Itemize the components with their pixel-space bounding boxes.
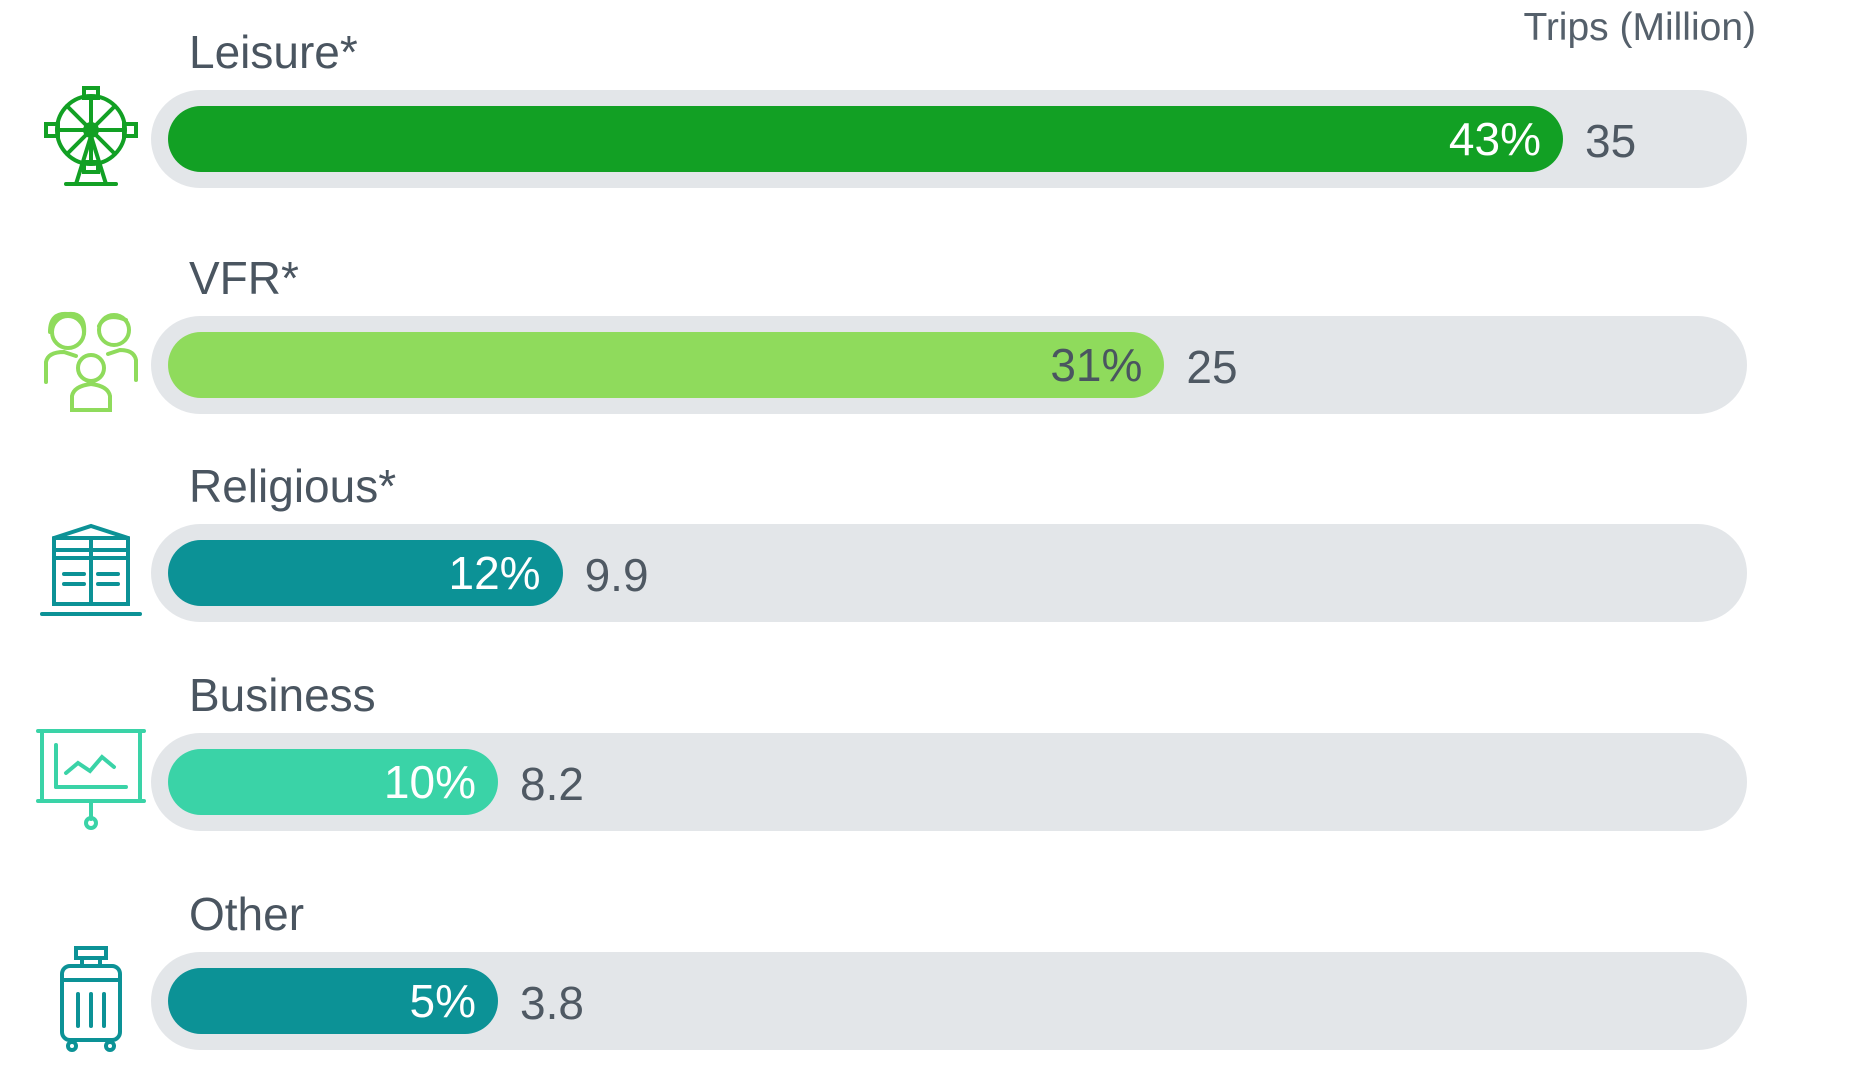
category-label: VFR* xyxy=(189,252,299,304)
bar-track: 12% 9.9 xyxy=(151,524,1747,622)
share-label: 31% xyxy=(1050,339,1143,391)
unit-label: Trips (Million) xyxy=(1523,6,1756,49)
presentation-board-icon xyxy=(36,723,146,833)
value-label: 35 xyxy=(1585,115,1637,167)
value-label: 9.9 xyxy=(584,549,649,601)
bar: 12% xyxy=(168,540,563,606)
family-icon xyxy=(36,306,146,416)
value-label: 8.2 xyxy=(520,758,584,810)
chart-row: Leisure* 43% 35 xyxy=(0,0,1850,230)
ferris-wheel-icon xyxy=(36,80,146,190)
suitcase-icon xyxy=(36,942,146,1052)
value-label: 3.8 xyxy=(520,977,584,1029)
bar-track: 43% 35 xyxy=(151,90,1747,188)
bar-track: 10% 8.2 xyxy=(151,733,1747,831)
value-label: 25 xyxy=(1186,341,1238,393)
share-label: 12% xyxy=(448,547,541,599)
share-label: 10% xyxy=(383,756,476,808)
share-label: 5% xyxy=(409,975,476,1027)
bar-track: 5% 3.8 xyxy=(151,952,1747,1050)
bar: 31% xyxy=(168,332,1165,398)
bar-track: 31% 25 xyxy=(151,316,1747,414)
chart-row: Business 10% 8.2 xyxy=(0,643,1850,873)
bar: 43% xyxy=(168,106,1563,172)
chart-row: VFR* 31% 25 xyxy=(0,226,1850,456)
bar: 5% xyxy=(168,968,498,1034)
chart-row: Religious* 12% 9.9 xyxy=(0,434,1850,664)
chart-row: Other 5% 3.8 xyxy=(0,862,1850,1092)
category-label: Leisure* xyxy=(189,26,358,78)
category-label: Other xyxy=(189,888,305,940)
category-label: Religious* xyxy=(189,460,397,512)
share-label: 43% xyxy=(1448,113,1541,165)
kaaba-icon xyxy=(36,514,146,624)
bar: 10% xyxy=(168,749,498,815)
category-label: Business xyxy=(189,669,376,721)
